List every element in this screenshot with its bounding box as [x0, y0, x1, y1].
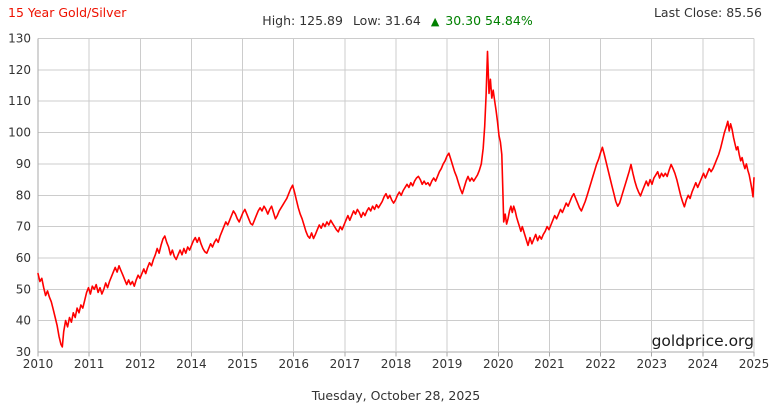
x-tick-label: 2020: [483, 357, 514, 371]
y-tick-label: 50: [16, 282, 31, 296]
high-value: High: 125.89: [262, 13, 343, 28]
y-tick-label: 80: [16, 188, 31, 202]
x-tick-label: 2025: [739, 357, 770, 371]
y-tick-label: 30: [16, 345, 31, 359]
y-tick-label: 60: [16, 251, 31, 265]
x-tick-label: 2016: [278, 357, 309, 371]
watermark-link[interactable]: goldprice.org: [651, 332, 754, 350]
x-tick-label: 2022: [585, 357, 616, 371]
x-tick-label: 2018: [381, 357, 412, 371]
change-value: 30.30 54.84%: [445, 13, 533, 28]
x-tick-label: 2017: [330, 357, 361, 371]
footer-date: Tuesday, October 28, 2025: [311, 388, 481, 403]
x-tick-label: 2011: [74, 357, 105, 371]
low-value: Low: 31.64: [352, 13, 421, 28]
x-tick-label: 2023: [636, 357, 667, 371]
x-tick-label: 2021: [534, 357, 565, 371]
page-title: 15 Year Gold/Silver: [8, 5, 127, 20]
y-tick-label: 70: [16, 220, 31, 234]
y-tick-label: 110: [8, 94, 31, 108]
y-tick-label: 100: [8, 126, 31, 140]
x-tick-label: 2014: [176, 357, 207, 371]
ratio-line-path: [37, 50, 755, 348]
y-tick-label: 130: [8, 32, 31, 46]
x-tick-label: 2010: [23, 357, 54, 371]
high-low-stats: High: 125.89 Low: 31.64 ▲ 30.30 54.84%: [22, 13, 770, 28]
x-tick-label: 2019: [432, 357, 463, 371]
y-tick-label: 90: [16, 157, 31, 171]
y-tick-label: 40: [16, 314, 31, 328]
x-tick-label: 2015: [227, 357, 258, 371]
change-up-arrow-icon: ▲: [430, 15, 440, 28]
y-tick-label: 120: [8, 63, 31, 77]
last-close-value: Last Close: 85.56: [653, 5, 762, 20]
x-tick-label: 2012: [125, 357, 156, 371]
x-tick-label: 2024: [688, 357, 719, 371]
